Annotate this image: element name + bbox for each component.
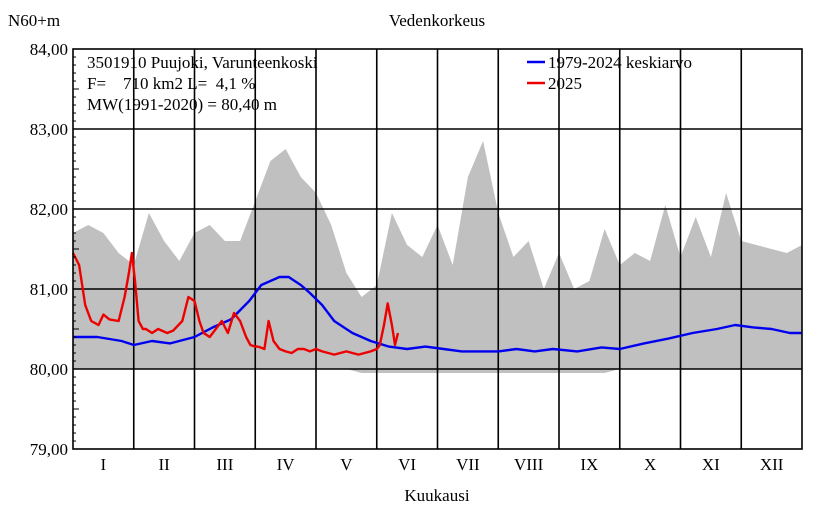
x-tick-label: IV — [277, 455, 296, 474]
y-tick-label: 81,00 — [30, 280, 68, 299]
info-box: 3501910 Puujoki, Varunteenkoski F= 710 km… — [87, 53, 318, 114]
x-tick-label: II — [158, 455, 170, 474]
legend-label-mean: 1979-2024 keskiarvo — [548, 53, 692, 72]
legend-label-current: 2025 — [548, 74, 582, 93]
x-tick-label: III — [216, 455, 233, 474]
y-tick-label: 82,00 — [30, 200, 68, 219]
info-line: 3501910 Puujoki, Varunteenkoski — [87, 53, 318, 72]
x-tick-label: VIII — [514, 455, 544, 474]
x-tick-label: XI — [702, 455, 720, 474]
x-tick-label: XII — [760, 455, 784, 474]
y-axis-unit-label: N60+m — [8, 11, 60, 30]
x-tick-label: VII — [456, 455, 480, 474]
x-tick-label: X — [644, 455, 656, 474]
x-axis-label: Kuukausi — [404, 486, 469, 505]
series-layer — [71, 251, 802, 356]
legend: 1979-2024 keskiarvo 2025 — [527, 53, 692, 93]
x-tick-label: IX — [580, 455, 598, 474]
x-tick-label: VI — [398, 455, 416, 474]
series-line-current — [71, 251, 259, 348]
series-line-current — [257, 302, 400, 356]
x-tick-label: V — [340, 455, 353, 474]
y-tick-label: 84,00 — [30, 40, 68, 59]
y-tick-label: 80,00 — [30, 360, 68, 379]
y-tick-label: 83,00 — [30, 120, 68, 139]
grid-layer — [73, 49, 802, 449]
info-line: F= 710 km2 L= 4,1 % — [87, 74, 255, 93]
x-tick-label: I — [101, 455, 107, 474]
y-tick-label: 79,00 — [30, 440, 68, 459]
series-line-mean — [73, 275, 802, 353]
chart-title: Vedenkorkeus — [389, 11, 485, 30]
info-line: MW(1991-2020) = 80,40 m — [87, 95, 277, 114]
